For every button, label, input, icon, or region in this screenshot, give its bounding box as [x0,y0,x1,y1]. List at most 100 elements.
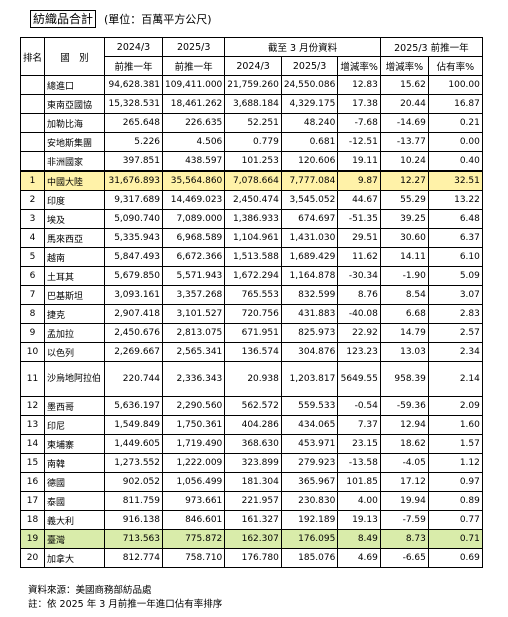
ytd-2024-cell: 1,513.588 [224,247,282,267]
table-row: 2 印度 9,317.689 14,469.023 2,450.474 3,545.052… [19,190,483,210]
year-growth-cell: 15.62 [379,75,429,95]
ytd-2024-cell: 181.304 [224,472,282,492]
ytd-growth-cell: 4.00 [337,491,381,511]
header-row-2: 前推一年 前推一年 2024/3 2025/3 增減率% 增減率% 佔有率% [21,56,483,76]
table-title: 紡織品合計 [30,10,97,28]
header-prev-year-a: 前推一年 [104,56,164,76]
share-cell: 0.21 [427,113,483,133]
country-cell: 柬埔寨 [44,434,106,454]
share-cell: 0.69 [427,548,483,568]
ytd-growth-cell: -0.54 [337,396,381,416]
share-cell: 100.00 [427,75,483,95]
header-row-1: 排名 國 別 2024/3 2025/3 截至 3 月份資料 2025/3 前推… [19,37,483,76]
ytd-2025-cell: 365.967 [280,472,339,492]
year-growth-cell: 12.27 [379,170,429,191]
ytd-2024-cell: 720.756 [224,304,282,324]
prev-year-2024-cell: 5,335.943 [104,228,164,248]
prev-year-2024-cell: 2,450.676 [104,323,164,343]
year-growth-cell: -14.69 [379,113,429,133]
ytd-growth-cell: -7.68 [337,113,381,133]
ytd-2025-cell: 185.076 [280,548,339,568]
prev-year-2024-cell: 812.774 [104,548,164,568]
rank-cell: 18 [19,510,46,530]
share-cell: 1.57 [427,434,483,454]
rank-cell [19,132,46,152]
header-growth-2: 增減率% [379,56,429,76]
share-cell: 0.40 [427,151,483,172]
ytd-2025-cell: 674.697 [280,209,339,229]
year-growth-cell: 30.60 [379,228,429,248]
ytd-growth-cell: 29.51 [337,228,381,248]
prev-year-2024-cell: 9,317.689 [104,190,164,210]
ytd-growth-cell: -30.34 [337,266,381,286]
country-cell: 非洲國家 [44,151,106,172]
prev-year-2025-cell: 775.872 [162,529,226,549]
ytd-growth-cell: 123.23 [337,342,381,362]
prev-year-2025-cell: 5,571.943 [162,266,226,286]
share-cell: 3.07 [427,285,483,305]
ytd-growth-cell: 44.67 [337,190,381,210]
unit-label: (單位：百萬平方公尺) [104,13,212,26]
rank-cell: 3 [19,209,46,229]
prev-year-2025-cell: 1,056.499 [162,472,226,492]
share-cell: 2.09 [427,396,483,416]
ytd-2025-cell: 24,550.086 [280,75,339,95]
prev-year-2024-cell: 713.563 [104,529,164,549]
title-row: 紡織品合計 (單位：百萬平方公尺) [30,10,212,28]
ytd-2025-cell: 176.095 [280,529,339,549]
ytd-2025-cell: 120.606 [280,151,339,172]
country-cell: 泰國 [44,491,106,511]
year-growth-cell: 20.44 [379,94,429,114]
ytd-growth-cell: -51.35 [337,209,381,229]
ytd-2025-cell: 453.971 [280,434,339,454]
prev-year-2024-cell: 2,269.667 [104,342,164,362]
country-cell: 中國大陸 [44,170,106,191]
country-cell: 墨西哥 [44,396,106,416]
ytd-2024-cell: 2,450.474 [224,190,282,210]
ytd-2024-cell: 7,078.664 [224,170,282,191]
rank-cell: 9 [19,323,46,343]
prev-year-2025-cell: 1,719.490 [162,434,226,454]
prev-year-2025-cell: 18,461.262 [162,94,226,114]
ytd-growth-cell: 101.85 [337,472,381,492]
year-growth-cell: 39.25 [379,209,429,229]
ytd-growth-cell: -13.58 [337,453,381,473]
prev-year-2025-cell: 6,672.366 [162,247,226,267]
year-growth-cell: 10.24 [379,151,429,172]
rank-cell: 4 [19,228,46,248]
prev-year-2025-cell: 14,469.023 [162,190,226,210]
prev-year-2024-cell: 31,676.893 [104,170,164,191]
table-row: 13 印尼 1,549.849 1,750.361 404.286 434.065 7.37… [19,415,483,435]
table-row: 3 埃及 5,090.740 7,089.000 1,386.933 674.697 -51… [19,209,483,229]
prev-year-2025-cell: 1,222.009 [162,453,226,473]
ytd-growth-cell: 11.62 [337,247,381,267]
ytd-2024-cell: 1,672.294 [224,266,282,286]
country-cell: 巴基斯坦 [44,285,106,305]
ytd-2024-cell: 101.253 [224,151,282,172]
prev-year-2025-cell: 2,813.075 [162,323,226,343]
header-share: 佔有率% [427,56,483,76]
prev-year-2025-cell: 3,357.268 [162,285,226,305]
header-rank: 排名 [19,37,46,76]
prev-year-2024-cell: 811.759 [104,491,164,511]
prev-year-2025-cell: 7,089.000 [162,209,226,229]
summary-row: 安地斯集團 5.226 4.506 0.779 0.681 -12.51 -13.77 0.0… [19,132,483,152]
country-cell: 臺灣 [44,529,106,549]
prev-year-2024-cell: 265.648 [104,113,164,133]
prev-year-2024-cell: 1,549.849 [104,415,164,435]
summary-row: 加勒比海 265.648 226.635 52.251 48.240 -7.68 -14.6… [19,113,483,133]
prev-year-2024-cell: 220.744 [104,361,164,397]
ytd-2025-cell: 431.883 [280,304,339,324]
table-row: 4 馬來西亞 5,335.943 6,968.589 1,104.961 1,431.03… [19,228,483,248]
table-row: 18 義大利 916.138 846.601 161.327 192.189 19.13 -7… [19,510,483,530]
table-row: 9 孟加拉 2,450.676 2,813.075 671.951 825.973 22.9… [19,323,483,343]
ytd-2025-cell: 434.065 [280,415,339,435]
rank-cell: 13 [19,415,46,435]
rank-cell: 2 [19,190,46,210]
table-row: 14 柬埔寨 1,449.605 1,719.490 368.630 453.971 23.… [19,434,483,454]
prev-year-2025-cell: 3,101.527 [162,304,226,324]
country-cell: 義大利 [44,510,106,530]
rank-cell [19,113,46,133]
year-growth-cell: 8.73 [379,529,429,549]
share-cell: 6.10 [427,247,483,267]
